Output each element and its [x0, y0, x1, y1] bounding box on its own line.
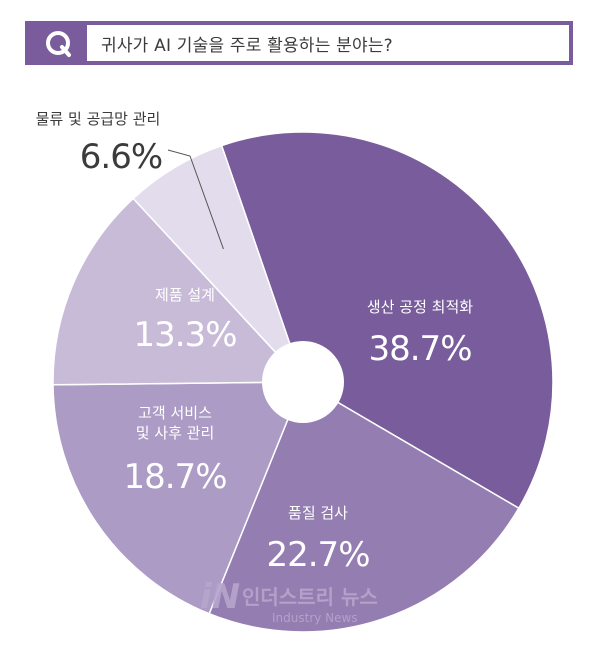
pie-center-hole: [262, 341, 344, 423]
slice-value-label: 6.6%: [80, 137, 162, 177]
slice-value-label: 22.7%: [266, 535, 369, 575]
leader-line: [167, 149, 224, 250]
pie-slice: [132, 144, 304, 383]
slice-category-label: 품질 검사: [288, 504, 348, 522]
slice-category-label: 제품 설계: [155, 286, 215, 304]
watermark-name-en: Industry News: [272, 611, 358, 625]
pie-slice: [52, 381, 305, 615]
question-text: 귀사가 AI 기술을 주로 활용하는 분야는?: [101, 36, 393, 56]
question-badge: Q: [29, 25, 87, 61]
pie-slice: [52, 197, 305, 386]
watermark: iN 인더스트리 뉴스 Industry News: [200, 577, 378, 625]
slice-category-label: 및 사후 관리: [136, 424, 215, 442]
pie-slices: [52, 131, 554, 633]
watermark-name-ko: 인더스트리 뉴스: [242, 585, 378, 609]
slice-category-label: 고객 서비스: [138, 404, 212, 422]
slice-category-label: 물류 및 공급망 관리: [36, 110, 161, 128]
slice-category-label: 생산 공정 최적화: [367, 298, 473, 316]
pie-slice: [208, 380, 520, 633]
pie-slice: [220, 131, 554, 510]
slice-value-label: 38.7%: [368, 329, 471, 369]
watermark-logo-mark: iN: [200, 577, 240, 617]
slice-value-label: 13.3%: [133, 315, 236, 355]
slice-value-label: 18.7%: [123, 457, 226, 497]
q-letter-icon: Q: [46, 31, 71, 57]
question-box: Q 귀사가 AI 기술을 주로 활용하는 분야는?: [25, 21, 573, 65]
